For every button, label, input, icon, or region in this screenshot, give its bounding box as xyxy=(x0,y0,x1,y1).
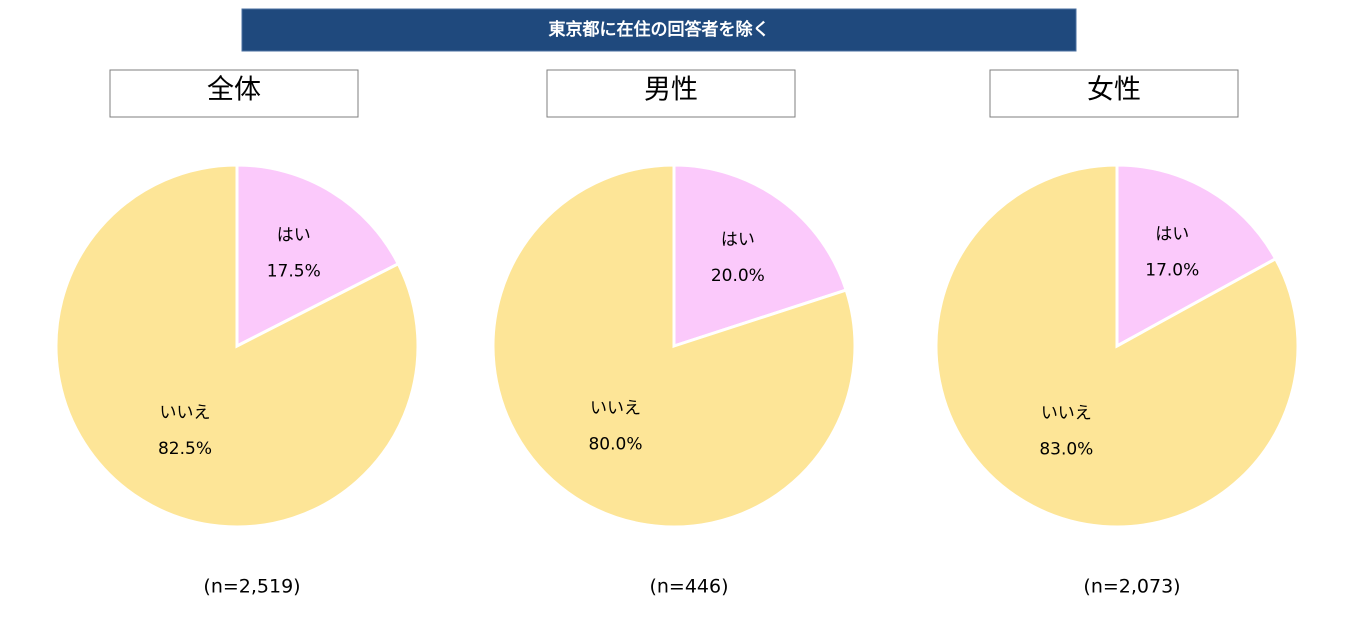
pie-slice xyxy=(54,163,420,529)
title-box xyxy=(989,69,1239,118)
pie-slice xyxy=(491,163,857,529)
slice-value-label: 82.5% xyxy=(158,439,212,459)
sample-size-note: (n=446) xyxy=(649,576,728,598)
title-box xyxy=(546,69,796,118)
slice-category: はい xyxy=(721,230,755,250)
pie-slice xyxy=(672,163,849,349)
slice-category: いいえ xyxy=(1041,404,1092,424)
header-banner xyxy=(241,8,1077,52)
sample-size-note: (n=2,519) xyxy=(203,576,300,598)
pie-slice xyxy=(934,163,1300,529)
slice-value-label: 20.0% xyxy=(711,266,765,286)
slice-value-label: 83.0% xyxy=(1039,440,1093,460)
pie-slice xyxy=(235,163,401,349)
chart-title: 女性 xyxy=(1087,75,1141,106)
chart-title: 全体 xyxy=(207,75,261,106)
slice-category: いいえ xyxy=(590,399,641,419)
slice-value-label: 80.0% xyxy=(588,435,642,455)
pie-slice xyxy=(1115,163,1278,349)
header-title: 東京都に在住の回答者を除く xyxy=(549,19,770,40)
slice-category: いいえ xyxy=(159,403,210,423)
slice-category: はい xyxy=(277,225,311,245)
slice-value-label: 17.0% xyxy=(1145,261,1199,281)
title-box xyxy=(109,69,359,118)
slice-category: はい xyxy=(1155,225,1189,245)
slice-value-label: 17.5% xyxy=(267,261,321,281)
chart-title: 男性 xyxy=(644,75,698,106)
sample-size-note: (n=2,073) xyxy=(1083,576,1180,598)
